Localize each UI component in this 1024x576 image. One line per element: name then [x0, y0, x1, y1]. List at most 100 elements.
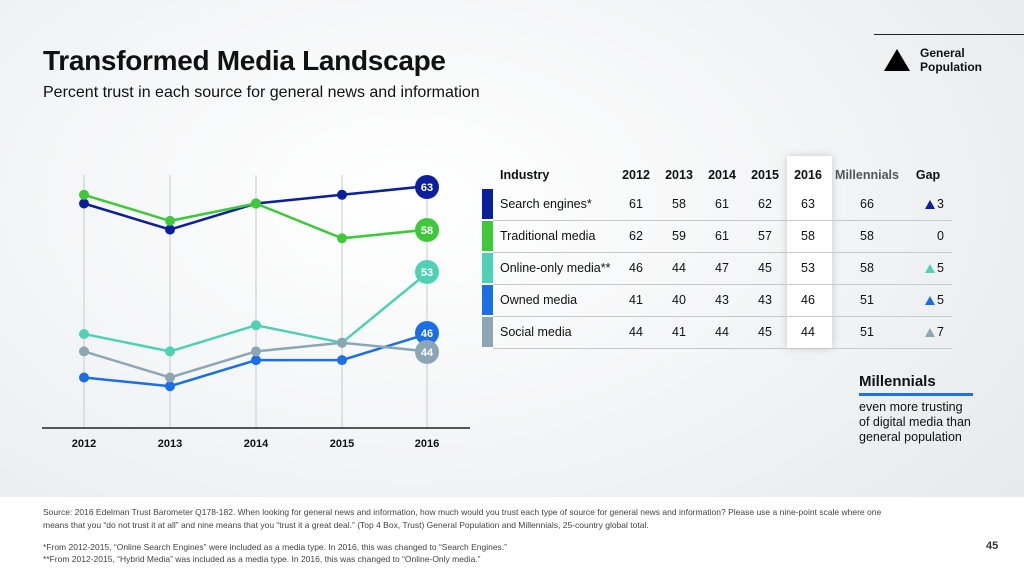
table-header: Gap [915, 168, 941, 182]
cell-value: 57 [758, 229, 772, 243]
cell-value: 43 [715, 293, 729, 307]
millennials-underline [859, 393, 973, 396]
source-note: Source: 2016 Edelman Trust Barometer Q17… [43, 507, 882, 530]
end-value-label: 46 [421, 328, 433, 340]
footnote-2: **From 2012-2015, “Hybrid Media” was inc… [43, 554, 481, 564]
data-point [79, 189, 89, 200]
row-color-bar [482, 221, 493, 251]
cell-value: 63 [801, 197, 815, 211]
gap-triangle-icon [925, 200, 936, 209]
data-point [251, 320, 261, 331]
cell-millennials: 58 [860, 261, 874, 275]
triangle-icon [884, 49, 910, 71]
table-header: 2012 [622, 168, 650, 182]
end-value-label: 58 [421, 225, 433, 237]
row-divider [493, 284, 952, 285]
table-row: Traditional media 62 59 61 57 58 58 0 [482, 221, 952, 253]
table-header: 2015 [751, 168, 779, 182]
end-label-bubble [415, 175, 439, 199]
table-header: Industry [500, 168, 550, 182]
gap-triangle-icon [925, 264, 936, 273]
cell-value: 47 [715, 261, 729, 275]
row-label: Owned media [500, 293, 578, 307]
row-label: Online-only media** [500, 261, 611, 275]
cell-millennials: 51 [860, 325, 874, 339]
data-point [79, 372, 89, 383]
cell-value: 46 [801, 293, 815, 307]
data-point [251, 355, 261, 366]
cell-value: 43 [758, 293, 772, 307]
table-row: Owned media 41 40 43 43 46 51 5 [482, 285, 952, 317]
gap-value: 0 [937, 229, 944, 243]
cell-value: 45 [758, 325, 772, 339]
cell-value: 41 [672, 325, 686, 339]
legend-general-population: General Population [884, 46, 982, 74]
row-color-bar [482, 189, 493, 219]
data-point [165, 381, 175, 392]
data-point [337, 355, 347, 366]
cell-value: 44 [629, 325, 643, 339]
cell-value: 61 [629, 197, 643, 211]
table-header: 2016 [794, 168, 822, 182]
table-row: Online-only media** 46 44 47 45 53 58 5 [482, 253, 952, 285]
data-point [337, 189, 347, 200]
cell-gap: 5 [912, 293, 944, 307]
cell-value: 62 [758, 197, 772, 211]
table-header: 2014 [708, 168, 736, 182]
data-point [165, 224, 175, 235]
cell-value: 58 [672, 197, 686, 211]
data-point [79, 346, 89, 357]
cell-gap: 5 [912, 261, 944, 275]
x-tick-label: 2012 [72, 438, 96, 450]
row-color-bar [482, 317, 493, 347]
page-number: 45 [986, 540, 999, 552]
cell-value: 61 [715, 197, 729, 211]
x-tick-label: 2013 [158, 438, 182, 450]
page-subtitle: Percent trust in each source for general… [43, 84, 480, 101]
gap-value: 5 [937, 293, 944, 307]
cell-value: 53 [801, 261, 815, 275]
footer-panel [0, 497, 1024, 576]
cell-value: 61 [715, 229, 729, 243]
x-tick-label: 2016 [415, 438, 439, 450]
cell-value: 58 [801, 229, 815, 243]
x-tick-label: 2015 [330, 438, 354, 450]
legend-label: General Population [920, 46, 982, 74]
table-header: Millennials [835, 168, 899, 182]
page-title: Transformed Media Landscape [43, 45, 446, 76]
legend-label-line1: General [920, 46, 965, 60]
cell-millennials: 66 [860, 197, 874, 211]
data-point [337, 337, 347, 348]
cell-value: 62 [629, 229, 643, 243]
legend-label-line2: Population [920, 60, 982, 74]
millennials-text: even more trusting of digital media than… [859, 400, 971, 444]
end-value-label: 44 [421, 347, 434, 359]
footnote-1: *From 2012-2015, “Online Search Engines”… [43, 542, 507, 552]
end-label-bubble [415, 218, 439, 242]
row-divider [493, 348, 952, 349]
row-divider [493, 220, 952, 221]
row-label: Social media [500, 325, 572, 339]
gap-value: 5 [937, 261, 944, 275]
cell-value: 44 [715, 325, 729, 339]
gap-value: 7 [937, 325, 944, 339]
end-label-bubble [415, 340, 439, 364]
cell-value: 41 [629, 293, 643, 307]
gap-value: 3 [937, 197, 944, 211]
row-divider [493, 252, 952, 253]
table-row: Search engines* 61 58 61 62 63 66 3 [482, 189, 952, 221]
cell-gap: 3 [912, 197, 944, 211]
x-tick-label: 2014 [244, 438, 269, 450]
data-point [79, 198, 89, 209]
table-row: Social media 44 41 44 45 44 51 7 [482, 317, 952, 349]
data-point [165, 215, 175, 226]
end-label-bubble [415, 321, 439, 345]
cell-value: 40 [672, 293, 686, 307]
top-rule [874, 34, 1024, 35]
row-color-bar [482, 253, 493, 283]
end-label-bubble [415, 260, 439, 284]
row-label: Search engines* [500, 197, 592, 211]
data-point [79, 329, 89, 339]
gap-triangle-icon [925, 328, 936, 337]
